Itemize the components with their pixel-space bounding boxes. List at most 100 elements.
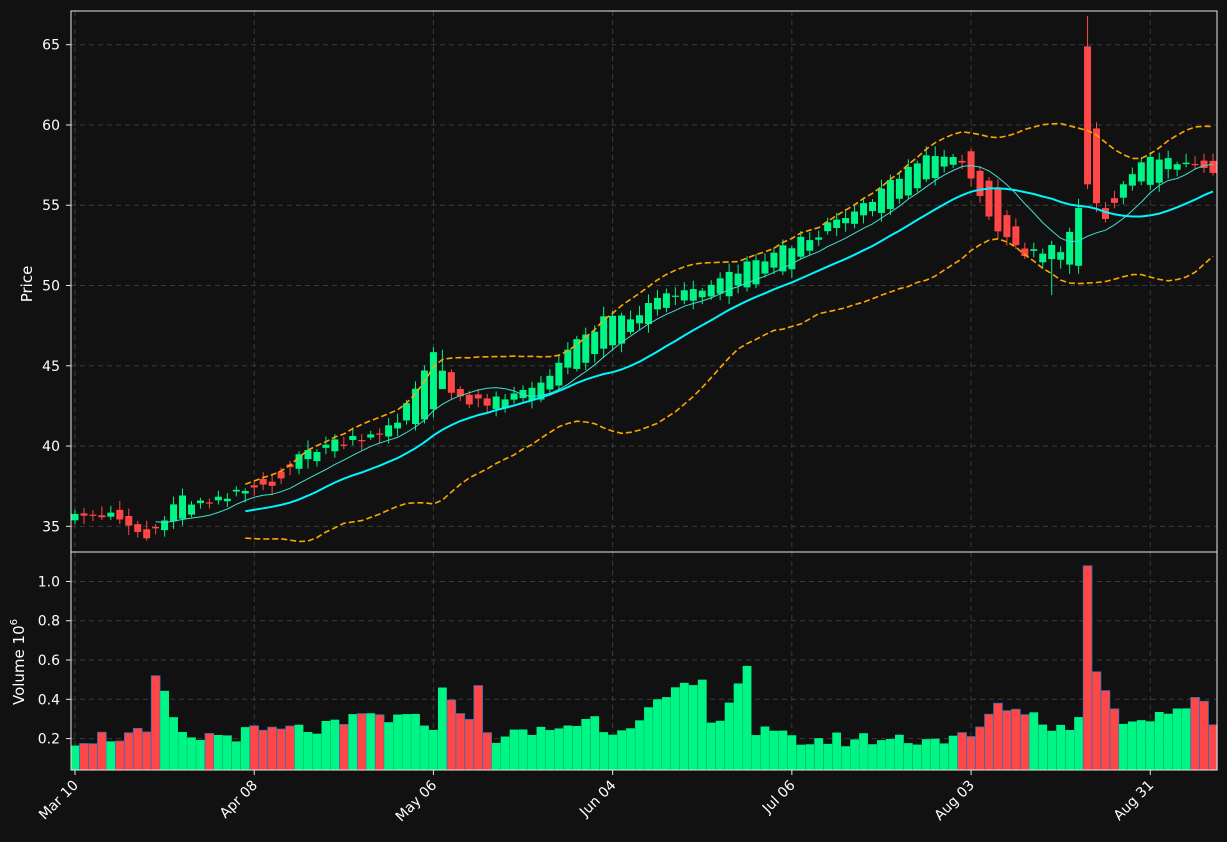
candle-body xyxy=(976,170,984,196)
volume-bar xyxy=(886,738,895,770)
candle-body xyxy=(1057,252,1065,260)
volume-bar xyxy=(948,735,958,770)
price-axis-label: Price xyxy=(18,266,36,303)
volume-bar xyxy=(402,714,411,770)
candle-body xyxy=(465,394,473,405)
price-tick-label: 60 xyxy=(42,118,60,134)
candle-body xyxy=(824,222,832,232)
candle-body xyxy=(385,425,393,437)
volume-bar xyxy=(384,722,394,770)
candle-body xyxy=(223,498,231,502)
candle-body xyxy=(537,382,545,400)
volume-bar xyxy=(751,735,761,770)
volume-bar xyxy=(240,727,250,770)
candle-body xyxy=(564,349,572,368)
volume-bar xyxy=(294,724,304,770)
candle-body xyxy=(1200,160,1208,168)
candle-body xyxy=(851,211,859,224)
candle-body xyxy=(582,334,590,363)
volume-bar xyxy=(626,728,635,770)
volume-bar xyxy=(957,732,967,771)
candle-body xyxy=(904,166,912,196)
volume-bar xyxy=(150,675,161,771)
volume-bar xyxy=(187,737,196,770)
candle-body xyxy=(797,236,805,257)
candle-body xyxy=(71,513,79,521)
volume-bar xyxy=(653,699,662,770)
candle-body xyxy=(313,452,321,462)
volume-bar xyxy=(429,729,438,770)
candle-body xyxy=(1173,164,1181,170)
candle-body xyxy=(205,502,213,504)
candle-body xyxy=(1030,249,1038,251)
candle-body xyxy=(949,157,957,165)
candle-body xyxy=(770,252,778,268)
candle-body xyxy=(241,490,249,494)
volume-bar xyxy=(796,744,806,770)
candle-body xyxy=(833,219,841,228)
candle-body xyxy=(1003,215,1011,238)
volume-axis-label-base: 10 xyxy=(10,625,28,649)
candle-body xyxy=(931,156,939,178)
volume-bar xyxy=(160,690,170,770)
volume-bar xyxy=(222,735,232,770)
volume-bar xyxy=(670,687,680,770)
volume-bar xyxy=(303,732,313,770)
candle-body xyxy=(716,278,724,294)
candle-body xyxy=(940,156,948,167)
moving-average-fast-line xyxy=(155,163,1214,523)
candle-body xyxy=(1119,184,1127,198)
candle-body xyxy=(528,387,536,401)
volume-bar xyxy=(70,745,80,770)
candle-body xyxy=(653,297,661,310)
volume-bar xyxy=(1181,708,1191,770)
volume-bar xyxy=(617,730,626,770)
volume-bar xyxy=(1002,710,1012,771)
candle-body xyxy=(510,393,518,400)
volume-bar xyxy=(554,728,564,770)
candle-body xyxy=(1021,248,1029,257)
volume-bar xyxy=(1145,721,1155,770)
price-tick-label: 45 xyxy=(42,359,60,375)
candle-body xyxy=(886,180,894,210)
volume-bar xyxy=(285,725,295,771)
volume-bar xyxy=(850,739,859,770)
volume-bar xyxy=(769,730,779,770)
candle-body xyxy=(1101,208,1109,219)
candle-body xyxy=(98,515,106,518)
volume-tick-label: 0.4 xyxy=(38,692,60,708)
candle-body xyxy=(1048,244,1056,260)
candle-body xyxy=(456,388,464,397)
candle-body xyxy=(707,284,715,297)
candle-body xyxy=(1137,162,1145,182)
volume-bar xyxy=(545,730,555,770)
price-tick-label: 40 xyxy=(42,439,60,455)
candle-body xyxy=(429,352,437,410)
candle-body xyxy=(358,440,366,442)
volume-panel: 0.2 0.4 0.6 0.8 1.0 xyxy=(38,551,1218,771)
candle-body xyxy=(1191,163,1199,166)
volume-bar xyxy=(267,726,277,771)
volume-bar xyxy=(374,714,385,771)
volume-bar xyxy=(1190,697,1200,771)
volume-tick-label: 1.0 xyxy=(38,574,60,590)
volume-bar xyxy=(993,702,1003,771)
volume-bar xyxy=(1056,724,1066,770)
volume-bar xyxy=(1029,712,1039,770)
volume-bar xyxy=(1065,729,1075,770)
candle-body xyxy=(143,529,151,539)
candle-body xyxy=(492,396,500,409)
volume-bar xyxy=(859,733,868,770)
candle-body xyxy=(1075,207,1083,266)
volume-bar xyxy=(106,741,116,770)
candle-body xyxy=(170,504,178,522)
candle-body xyxy=(555,362,563,386)
candle-body xyxy=(644,302,652,325)
volume-bar xyxy=(1047,730,1057,770)
volume-bar xyxy=(437,687,447,770)
candle-body xyxy=(116,509,124,520)
volume-bar xyxy=(393,714,402,770)
volume-bar xyxy=(1154,711,1164,770)
volume-bar xyxy=(608,734,618,770)
candle-body xyxy=(1146,156,1154,185)
